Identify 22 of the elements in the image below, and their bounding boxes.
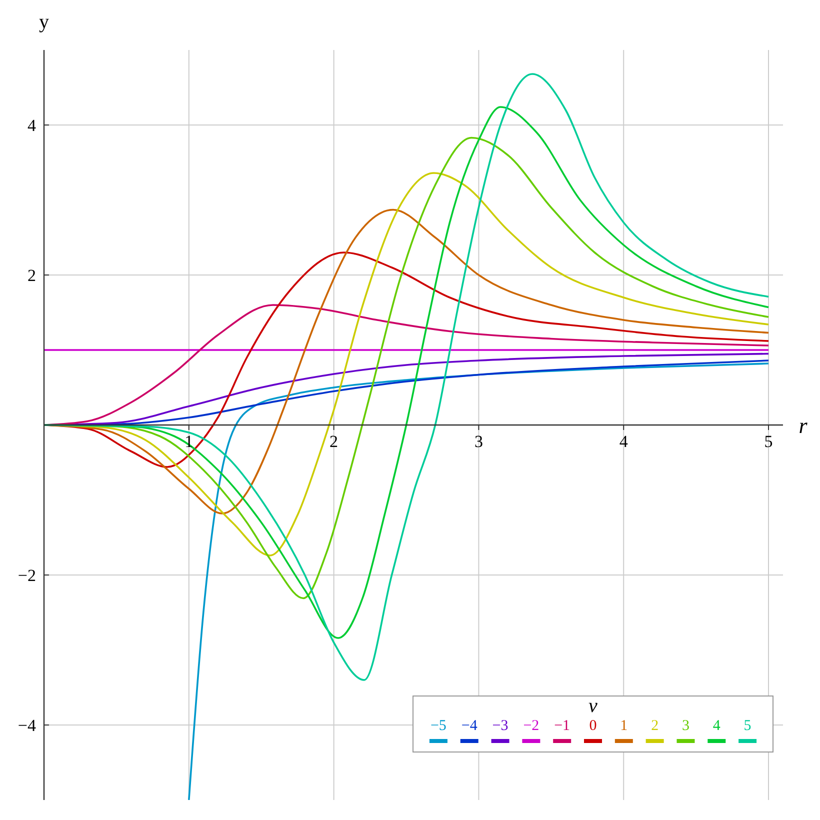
- y-tick-label: −2: [18, 566, 36, 585]
- text: 1: [620, 718, 628, 734]
- x-tick-label: 5: [764, 432, 773, 451]
- text: 2: [651, 718, 659, 734]
- x-axis-title: r: [798, 413, 808, 438]
- text: 3: [682, 718, 690, 734]
- x-tick-label: 2: [330, 432, 338, 451]
- text: −2: [523, 718, 540, 734]
- text: 4: [712, 718, 721, 734]
- legend-title: ν: [588, 695, 598, 717]
- text: −3: [492, 718, 508, 734]
- y-tick-label: −4: [18, 716, 36, 735]
- y-axis-title: y: [39, 11, 49, 33]
- text: 5: [744, 718, 752, 734]
- text: −1: [554, 718, 570, 734]
- x-tick-label: 3: [474, 432, 483, 451]
- y-tick-label: 2: [28, 266, 36, 285]
- text: 0: [589, 718, 597, 734]
- y-tick-label: 4: [28, 116, 36, 135]
- x-tick-label: 4: [619, 432, 628, 451]
- text: −5: [430, 718, 446, 734]
- text: −4: [461, 718, 478, 734]
